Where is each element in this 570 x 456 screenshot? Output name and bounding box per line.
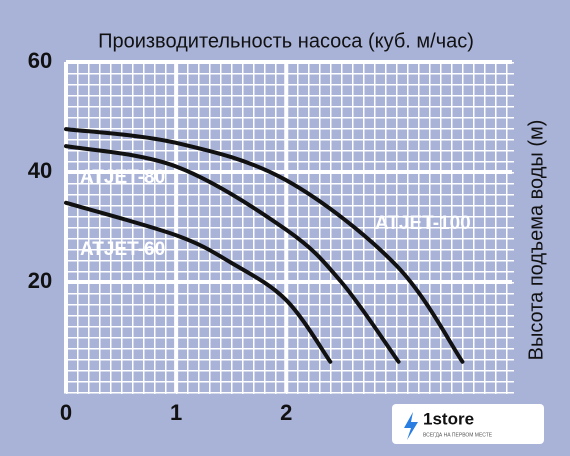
- watermark-icon: [404, 412, 418, 440]
- series-label: ATJET-100: [375, 213, 471, 234]
- series-label: ATJET-60: [80, 239, 165, 260]
- y-tick-label: 60: [28, 48, 52, 73]
- y-axis-label: Высота подъема воды (м): [525, 120, 547, 361]
- watermark-text: 1store: [423, 409, 474, 428]
- x-tick-label: 2: [280, 400, 292, 425]
- y-tick-label: 40: [28, 158, 52, 183]
- x-tick-label: 0: [60, 400, 72, 425]
- curve: [64, 144, 401, 364]
- series-label: ATJET-80: [80, 167, 165, 188]
- plot-grid: [64, 60, 514, 394]
- curve: [64, 127, 465, 364]
- y-tick-label: 20: [28, 268, 52, 293]
- x-tick-label: 1: [170, 400, 182, 425]
- chart-title: Производительность насоса (куб. м/час): [98, 30, 474, 52]
- curve: [64, 200, 333, 364]
- watermark-tagline: ВСЕГДА НА ПЕРВОМ МЕСТЕ: [423, 432, 493, 438]
- watermark-box: [392, 404, 544, 444]
